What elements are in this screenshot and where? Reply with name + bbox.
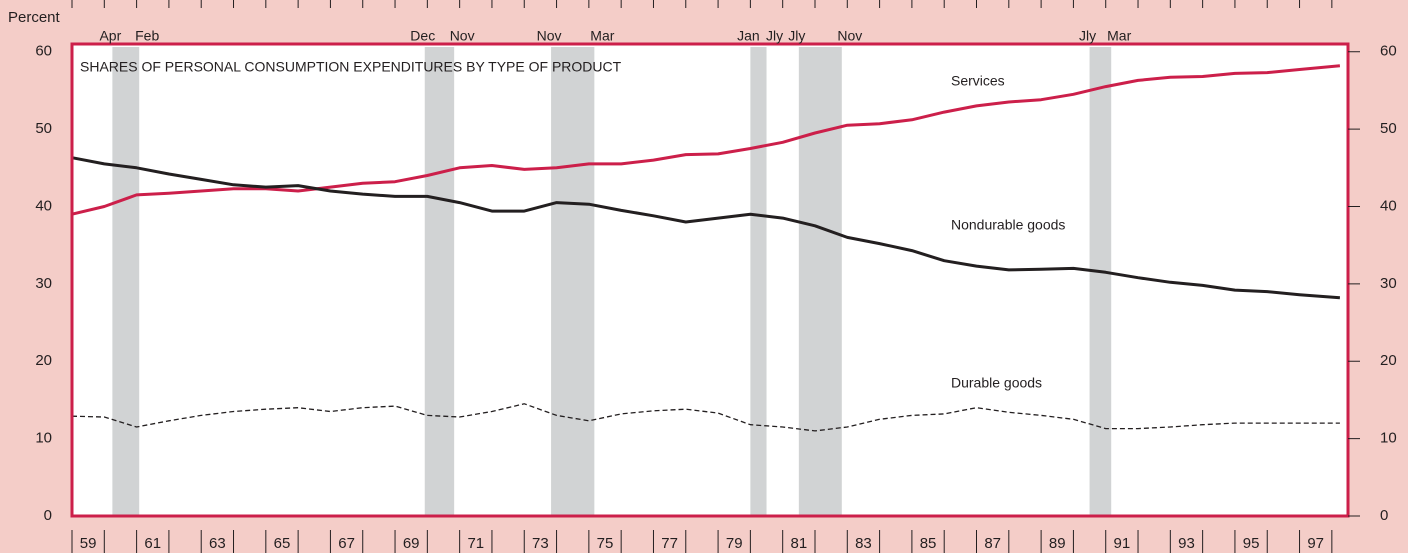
x-tick-label: 79 (726, 535, 743, 552)
recession-band (1089, 47, 1112, 515)
x-tick-label: 65 (274, 535, 291, 552)
y-tick-label: 0 (44, 507, 52, 524)
recession-band (112, 47, 140, 515)
y-tick-label: 10 (35, 430, 52, 447)
series-line (71, 403, 1340, 432)
x-tick-label: 59 (80, 535, 97, 552)
recession-start-label: Jly (788, 28, 805, 44)
recession-end-label: Feb (135, 28, 159, 44)
y-axis-label: Percent (8, 9, 61, 26)
x-tick-label: 95 (1243, 535, 1260, 552)
x-tick-label: 63 (209, 535, 226, 552)
recession-band (551, 47, 595, 515)
recession-band (424, 47, 455, 515)
series-label: Durable goods (951, 375, 1042, 391)
x-tick-label: 83 (855, 535, 872, 552)
y2-tick-label: 30 (1380, 275, 1397, 292)
x-tick-label: 75 (597, 535, 614, 552)
recession-end-label: Nov (450, 28, 475, 44)
y2-tick-label: 50 (1380, 120, 1397, 137)
recession-band (750, 47, 767, 515)
y2-tick-label: 0 (1380, 507, 1388, 524)
recession-start-label: Apr (99, 28, 121, 44)
recession-start-label: Dec (410, 28, 435, 44)
recession-start-label: Nov (537, 28, 562, 44)
x-tick-label: 81 (790, 535, 807, 552)
x-tick-label: 67 (338, 535, 355, 552)
x-tick-label: 85 (920, 535, 937, 552)
y-tick-label: 50 (35, 120, 52, 137)
y-tick-label: 40 (35, 197, 52, 214)
x-tick-label: 91 (1114, 535, 1131, 552)
x-tick-label: 93 (1178, 535, 1195, 552)
x-tick-label: 69 (403, 535, 420, 552)
recession-end-label: Mar (590, 28, 614, 44)
x-tick-label: 73 (532, 535, 549, 552)
recession-end-label: Jly (766, 28, 783, 44)
recession-start-label: Jan (737, 28, 760, 44)
series-line (71, 156, 1341, 300)
recession-end-label: Mar (1107, 28, 1131, 44)
y2-tick-label: 10 (1380, 430, 1397, 447)
y-tick-label: 20 (35, 352, 52, 369)
y2-tick-label: 60 (1380, 43, 1397, 60)
y2-tick-label: 20 (1380, 352, 1397, 369)
x-tick-label: 89 (1049, 535, 1066, 552)
plot-area (72, 44, 1348, 516)
recession-start-label: Jly (1079, 28, 1096, 44)
chart-title: SHARES OF PERSONAL CONSUMPTION EXPENDITU… (80, 59, 622, 75)
y2-tick-label: 40 (1380, 197, 1397, 214)
series-label: Nondurable goods (951, 217, 1065, 233)
series-line (71, 64, 1341, 216)
x-tick-label: 97 (1307, 535, 1324, 552)
x-tick-label: 87 (984, 535, 1001, 552)
y-tick-label: 30 (35, 275, 52, 292)
plot-border (70, 42, 1350, 518)
recession-end-label: Nov (837, 28, 862, 44)
x-tick-label: 61 (144, 535, 161, 552)
recession-band (798, 47, 842, 515)
series-label: Services (951, 73, 1005, 89)
x-tick-label: 71 (467, 535, 484, 552)
x-tick-label: 77 (661, 535, 678, 552)
y-tick-label: 60 (35, 43, 52, 60)
